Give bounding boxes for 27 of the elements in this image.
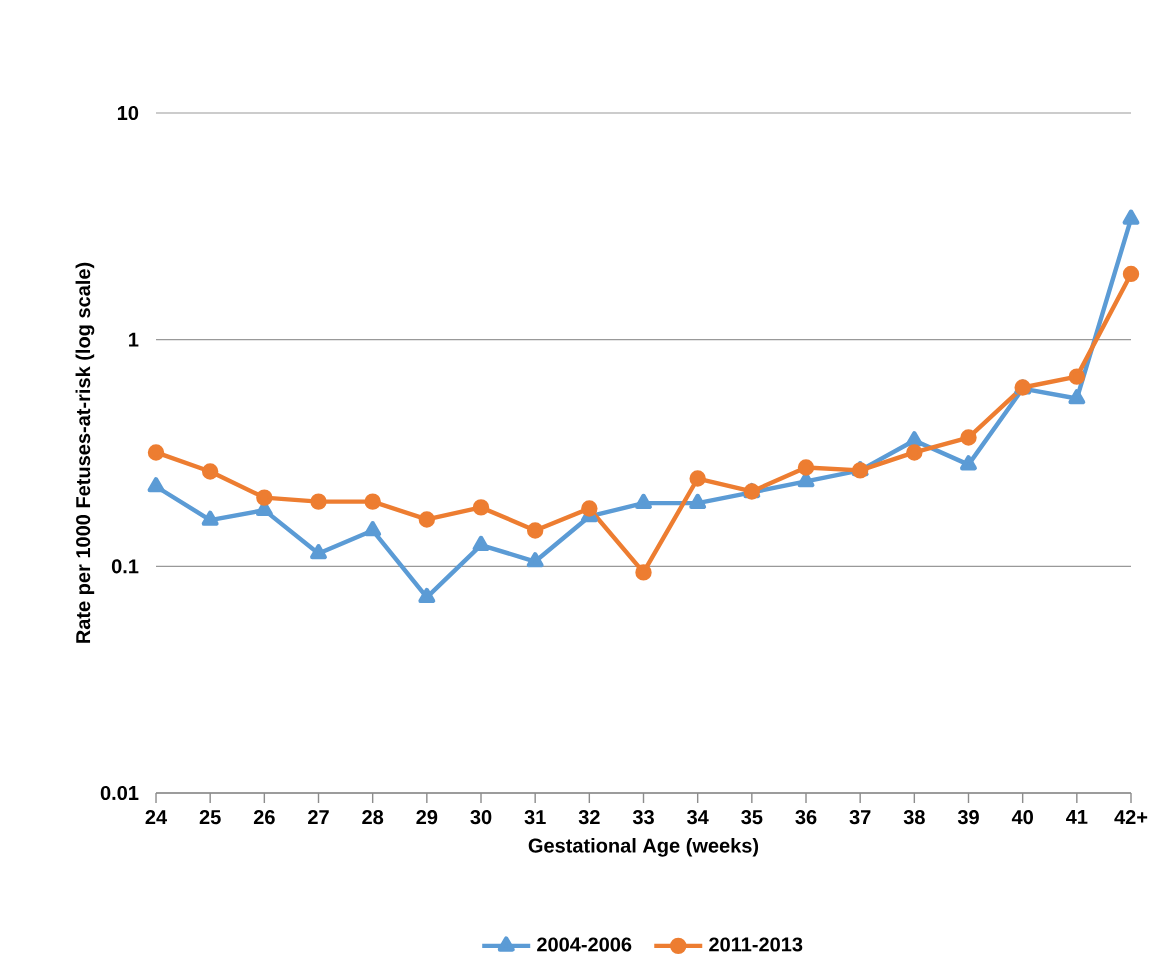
y-tick-label: 0.01	[100, 785, 139, 801]
x-tick-label: 29	[416, 810, 438, 825]
legend-label: 2004-2006	[537, 937, 632, 952]
x-tick-label: 38	[903, 810, 925, 825]
x-tick-label: 35	[741, 810, 763, 825]
x-tick-label: 37	[849, 810, 871, 825]
x-tick-label: 42+	[1114, 810, 1148, 825]
x-tick-label: 26	[253, 810, 275, 825]
x-tick-label: 25	[199, 810, 221, 825]
x-tick-label: 32	[578, 810, 600, 825]
x-tick-label: 30	[470, 810, 492, 825]
y-tick-label: 0.1	[111, 559, 139, 574]
legend-label: 2011-2013	[709, 937, 803, 952]
x-tick-label: 28	[362, 810, 384, 825]
y-tick-label: 10	[117, 105, 139, 121]
x-tick-label: 31	[524, 810, 546, 825]
y-tick-label: 1	[129, 332, 139, 347]
x-tick-label: 40	[1011, 810, 1033, 825]
x-axis-title: Gestational Age (weeks)	[528, 837, 759, 857]
x-tick-label: 24	[145, 810, 168, 825]
x-tick-label: 39	[957, 810, 979, 825]
x-tick-label: 41	[1066, 810, 1088, 824]
x-tick-label: 36	[795, 810, 817, 825]
x-tick-label: 27	[308, 810, 329, 825]
x-tick-label: 33	[632, 810, 654, 825]
x-tick-label: 34	[687, 810, 709, 825]
y-axis-title: Rate per 1000 Fetuses-at-risk (log scale)	[75, 262, 95, 643]
